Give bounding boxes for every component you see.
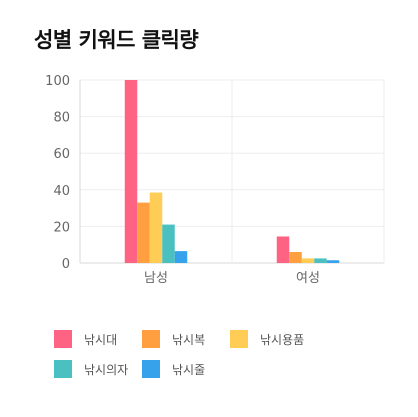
legend-item[interactable]: 낚시복 [142, 330, 230, 348]
y-tick-label: 0 [62, 257, 70, 272]
legend-item[interactable]: 낚시대 [54, 330, 142, 348]
legend-swatch [230, 330, 248, 348]
legend-item[interactable]: 낚시용품 [230, 330, 318, 348]
bar [326, 260, 340, 263]
y-tick-label: 40 [53, 184, 70, 199]
legend-label: 낚시줄 [172, 362, 206, 377]
x-tick-label: 남성 [144, 271, 168, 286]
legend-swatch [54, 330, 72, 348]
bar [162, 224, 175, 263]
legend-swatch [142, 360, 160, 378]
bar [174, 251, 188, 263]
legend-item[interactable]: 낚시의자 [54, 360, 142, 378]
legend-label: 낚시복 [172, 332, 206, 347]
x-tick-label: 여성 [296, 271, 320, 286]
legend-swatch [142, 330, 160, 348]
chart-title: 성별 키워드 클릭량 [34, 28, 199, 52]
legend-label: 낚시의자 [84, 362, 129, 377]
bar [276, 236, 290, 263]
bar [301, 258, 315, 263]
legend-label: 낚시용품 [260, 332, 305, 347]
y-tick-label: 100 [45, 74, 70, 89]
bar [289, 252, 302, 263]
legend-item[interactable]: 낚시줄 [142, 360, 230, 378]
y-tick-label: 20 [53, 220, 70, 235]
bar [314, 258, 327, 263]
bar [149, 192, 163, 263]
bar [124, 80, 138, 263]
bar [137, 202, 150, 263]
legend-label: 낚시대 [84, 332, 118, 347]
y-tick-label: 80 [53, 111, 70, 126]
y-tick-label: 60 [53, 147, 70, 162]
legend-swatch [54, 360, 72, 378]
bar-chart: 0 20 40 60 80 100 남성 여성 [45, 74, 385, 286]
